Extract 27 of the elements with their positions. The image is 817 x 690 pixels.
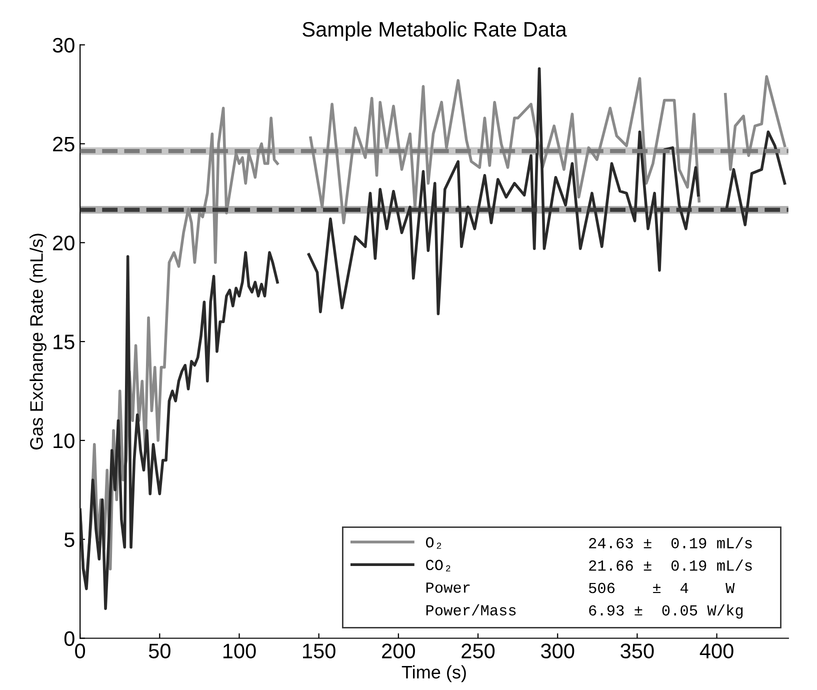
x-tick-label: 250 [462,644,495,658]
annotation: Power/Mass [426,604,516,616]
y-tick-label: 0 [64,631,74,646]
x-axis-title: Time (s) [402,665,466,682]
x-tick-label: 150 [303,644,336,658]
x-tick-label: 0 [75,644,86,658]
annotation: Power [426,582,470,593]
y-tick-label: 10 [54,433,74,448]
y-tick-label: 25 [53,136,74,152]
annotation: 24.63 ± 0.19 mL/s [589,537,752,548]
annotation: 506 ± 4 W [588,582,735,594]
x-tick-label: 350 [620,644,654,658]
x-tick-label: 300 [541,644,574,658]
x-tick-label: 400 [700,644,734,658]
legend-label: O₂ [426,537,442,549]
legend-label: CO₂ [426,560,450,572]
y-tick-label: 20 [53,236,74,250]
annotation: 21.66 ± 0.19 mL/s [589,560,752,571]
y-tick-label: 30 [52,38,74,53]
chart-title: Sample Metabolic Rate Data [302,21,567,41]
x-tick-label: 200 [382,644,415,658]
y-tick-label: 15 [54,334,74,350]
x-tick-label: 100 [223,644,256,658]
annotation: 6.93 ± 0.05 W/kg [589,604,743,619]
y-tick-label: 5 [64,532,74,548]
x-tick-label: 50 [148,644,170,658]
y-axis-title: Gas Exchange Rate (mL/s) [30,234,46,450]
